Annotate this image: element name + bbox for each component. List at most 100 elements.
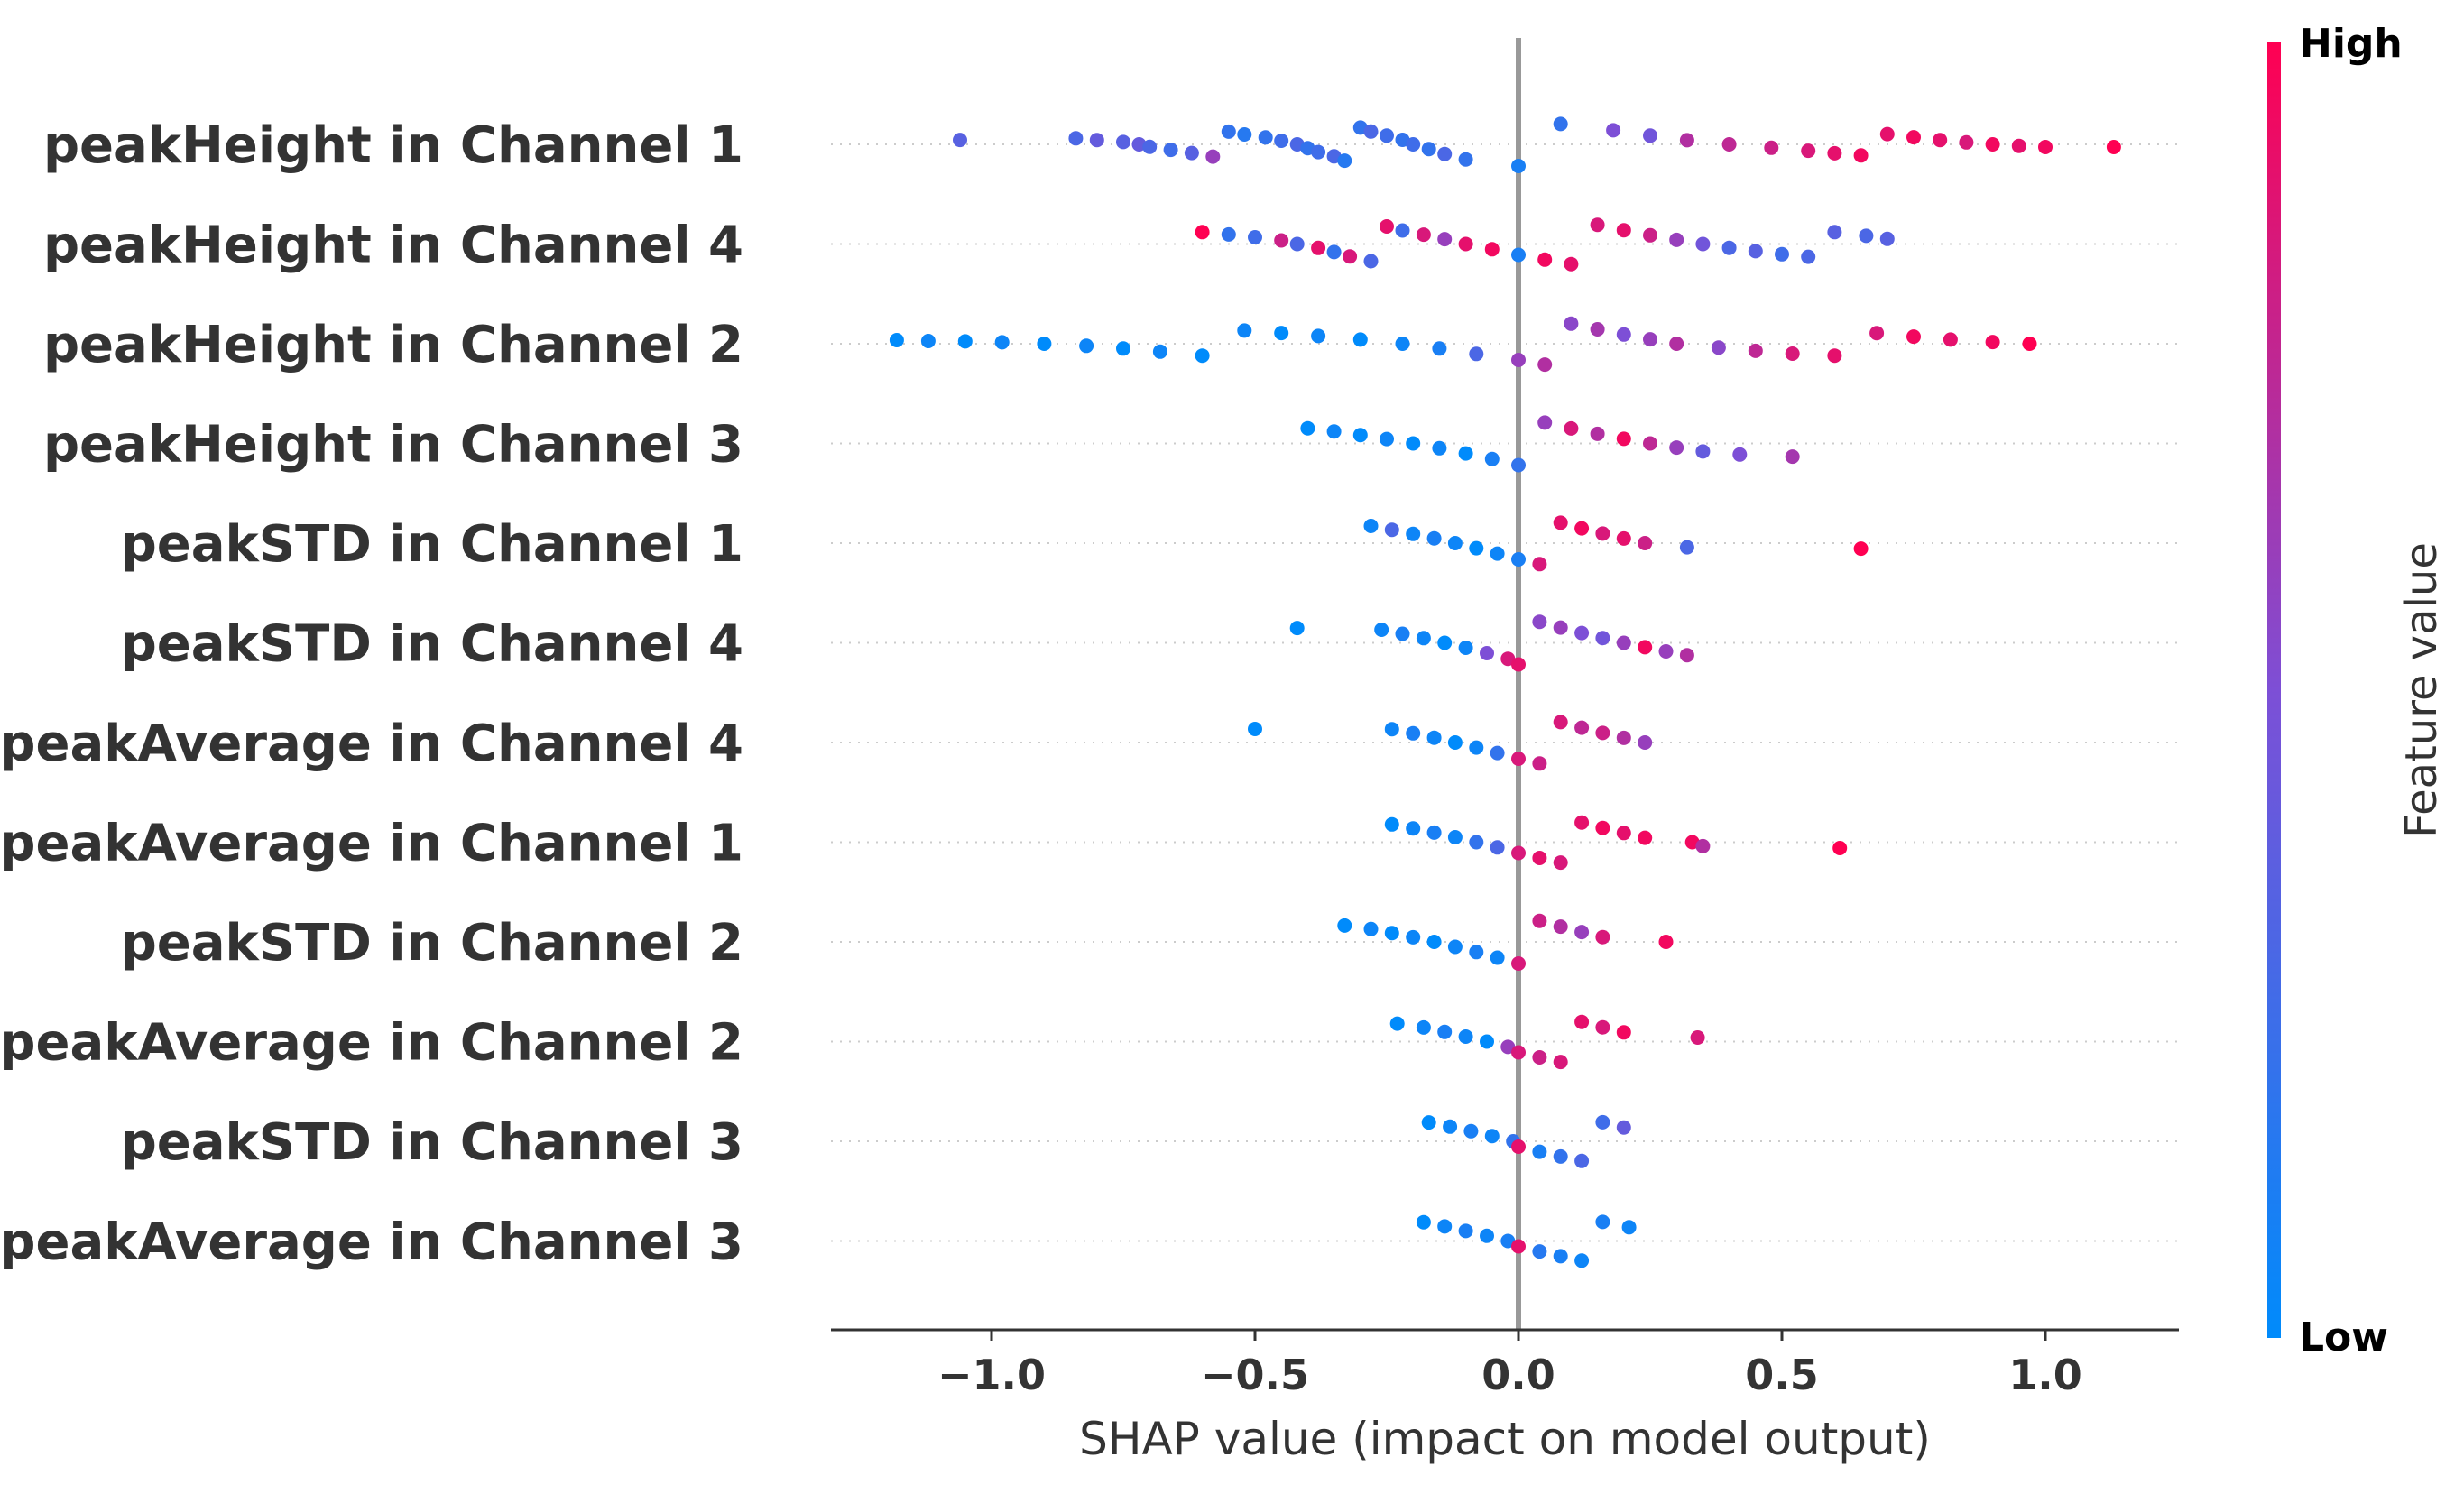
shap-point (1711, 340, 1726, 355)
x-tick-label: 0.5 (1745, 1351, 1819, 1399)
shap-point (1443, 1119, 1458, 1134)
shap-point (1142, 139, 1158, 154)
shap-point (1037, 337, 1052, 351)
shap-point (1785, 346, 1800, 361)
shap-point (1258, 130, 1273, 145)
shap-point (1511, 159, 1526, 173)
shap-point (1490, 840, 1505, 855)
shap-point (1595, 725, 1610, 741)
shap-point (1337, 153, 1352, 169)
shap-point (1363, 124, 1379, 139)
shap-point (1458, 446, 1473, 461)
shap-point (1537, 415, 1553, 430)
shap-point (1801, 143, 1816, 159)
shap-point (920, 334, 936, 348)
shap-point (1553, 515, 1568, 530)
shap-point (1643, 332, 1657, 347)
shap-point (1679, 648, 1694, 663)
shap-point (1068, 131, 1084, 146)
shap-point (1590, 322, 1605, 337)
shap-point (1638, 640, 1653, 655)
shap-point (1437, 1024, 1453, 1039)
shap-point (1195, 225, 1210, 240)
shap-point (1248, 722, 1262, 736)
shap-point (1384, 722, 1399, 737)
shap-point (957, 334, 973, 349)
shap-point (1985, 335, 2000, 350)
shap-point (1352, 332, 1368, 347)
shap-point (1574, 720, 1590, 735)
shap-point (1490, 546, 1505, 561)
shap-point (1237, 323, 1252, 338)
shap-point (1959, 134, 1974, 150)
shap-point (1748, 244, 1763, 259)
shap-point (1458, 641, 1473, 655)
shap-point (1463, 1123, 1479, 1139)
shap-point (1352, 428, 1368, 443)
shap-point (1079, 338, 1094, 354)
shap-point (1616, 1120, 1631, 1135)
shap-point (1906, 329, 1921, 345)
feature-label: peakAverage in Channel 4 (0, 715, 743, 773)
shap-point (1669, 440, 1684, 456)
shap-point (1480, 1034, 1494, 1049)
shap-point (1384, 816, 1399, 832)
shap-point (1384, 926, 1399, 941)
shap-point (1832, 841, 1848, 855)
shap-point (1532, 756, 1547, 771)
shap-point (1389, 1016, 1405, 1031)
shap-point (1426, 935, 1442, 949)
shap-point (1469, 346, 1484, 362)
shap-point (1163, 143, 1178, 158)
shap-point (1248, 230, 1262, 244)
feature-label: peakSTD in Channel 1 (121, 515, 743, 574)
shap-point (1458, 152, 1473, 167)
x-tick-label: −0.5 (1201, 1351, 1309, 1399)
shap-point (1879, 231, 1895, 246)
shap-point (1590, 426, 1605, 441)
shap-point (1827, 145, 1842, 161)
shap-point (1221, 124, 1236, 139)
shap-point (1669, 232, 1684, 247)
shap-point (1553, 1055, 1568, 1070)
shap-point (1421, 142, 1436, 157)
shap-point (1380, 128, 1394, 143)
shap-points (889, 116, 2121, 1268)
shap-point (1574, 815, 1590, 830)
shap-point (1500, 651, 1516, 667)
shap-point (1532, 614, 1547, 630)
shap-point (1289, 236, 1305, 252)
x-tick-label: 0.0 (1481, 1351, 1555, 1399)
shap-point (1237, 127, 1252, 142)
colorbar-title: Feature value (2396, 542, 2447, 838)
shap-point (1564, 420, 1579, 436)
shap-point (1785, 449, 1800, 465)
feature-label: peakSTD in Channel 3 (121, 1113, 743, 1172)
shap-point (1595, 526, 1610, 541)
colorbar-low-label: Low (2299, 1314, 2388, 1360)
shap-point (1221, 226, 1236, 242)
shap-point (1406, 137, 1421, 152)
shap-point (1274, 134, 1289, 148)
shap-point (1480, 646, 1494, 660)
shap-point (1859, 228, 1874, 244)
shap-point (1764, 140, 1779, 155)
shap-point (1638, 830, 1653, 845)
shap-point (1879, 126, 1895, 142)
shap-point (1553, 1148, 1568, 1164)
shap-point (1437, 635, 1453, 650)
x-tick-label: −1.0 (937, 1351, 1046, 1399)
shap-point (1695, 236, 1711, 252)
shap-point (1511, 353, 1526, 367)
shap-point (1484, 242, 1500, 257)
shap-point (1380, 219, 1394, 234)
shap-point (1606, 123, 1621, 138)
shap-point (1426, 730, 1442, 745)
shap-point (1447, 830, 1463, 844)
shap-point (1595, 1019, 1610, 1035)
shap-point (1311, 240, 1326, 255)
shap-point (1732, 447, 1748, 462)
shap-point (1511, 457, 1526, 473)
shap-point (1595, 1214, 1610, 1230)
